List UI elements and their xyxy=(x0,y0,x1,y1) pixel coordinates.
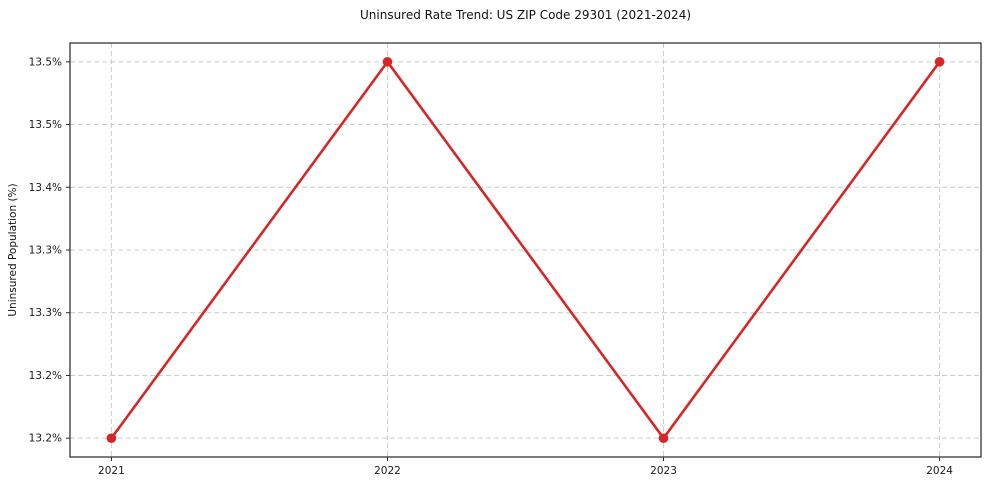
x-tick-label: 2024 xyxy=(926,465,953,477)
y-tick-label: 13.3% xyxy=(29,245,62,257)
data-point-2022 xyxy=(382,57,393,67)
x-tick-label: 2022 xyxy=(374,465,401,477)
y-tick-label: 13.4% xyxy=(29,182,62,194)
x-tick-label: 2023 xyxy=(650,465,677,477)
y-tick-label: 13.5% xyxy=(29,56,62,68)
y-axis-label: Uninsured Population (%) xyxy=(7,183,19,317)
trend-line xyxy=(110,60,941,440)
data-point-2023 xyxy=(658,433,669,443)
data-point-2021 xyxy=(106,433,117,443)
y-tick-label: 13.5% xyxy=(29,119,62,131)
chart-title: Uninsured Rate Trend: US ZIP Code 29301 … xyxy=(359,8,692,22)
y-tick-label: 13.3% xyxy=(29,307,62,319)
data-point-2024 xyxy=(934,57,945,67)
x-tick-label: 2021 xyxy=(98,465,125,477)
y-tick-label: 13.2% xyxy=(29,433,62,445)
y-tick-label: 13.2% xyxy=(29,370,62,382)
